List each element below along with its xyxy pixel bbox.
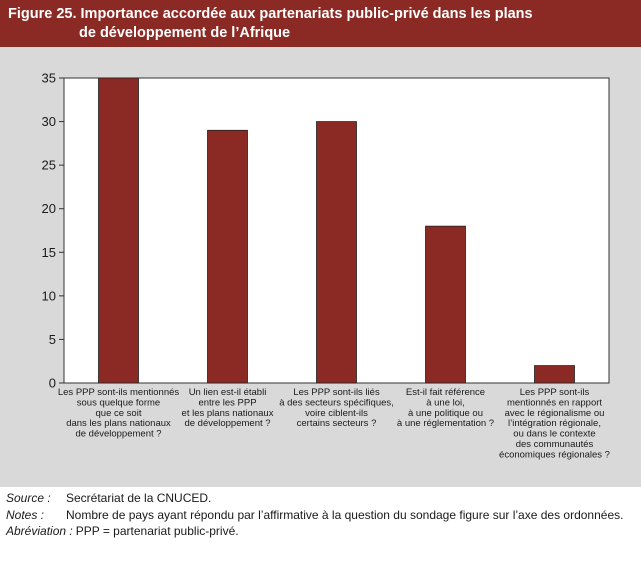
x-category-label-line: de développement ?	[184, 418, 270, 429]
y-tick-label: 10	[42, 288, 56, 303]
x-category-label-line: que ce soit	[96, 408, 142, 419]
x-category-label-line: certains secteurs ?	[297, 418, 377, 429]
x-category-label-line: et les plans nationaux	[182, 408, 274, 419]
y-tick-label: 25	[42, 158, 56, 173]
x-category-label: Les PPP sont-ils liés à des secteurs spéc…	[279, 387, 394, 429]
notes-text: Nombre de pays ayant répondu par l’affir…	[66, 507, 624, 522]
bar-chart: 0 5 10 15 20 25 30 35 Les PPP sont-ils mentionné…	[42, 71, 610, 461]
bar	[534, 365, 575, 384]
source-label: Source :	[6, 491, 51, 505]
x-category-label-line: dans les plans nationaux	[66, 418, 171, 429]
x-category-label-line: Les PPP sont-ils liés	[293, 387, 380, 398]
x-category-label-line: de développement ?	[75, 429, 161, 440]
x-category-label-line: avec le régionalisme ou	[505, 408, 605, 419]
x-category-label-line: à une politique ou	[408, 408, 483, 419]
x-category-label-line: économiques régionales ?	[499, 449, 610, 460]
y-tick-label: 20	[42, 201, 56, 216]
x-category-label: Les PPP sont-ils mentionnés sous quelque …	[58, 387, 180, 440]
figure-notes: Source : Secrétariat de la CNUCED. Notes…	[6, 490, 623, 540]
source-text: Secrétariat de la CNUCED.	[66, 491, 212, 505]
x-category-label-line: mentionnés en rapport	[507, 397, 602, 408]
x-category-label-line: Un lien est-il établi	[189, 387, 267, 398]
x-category-label-line: à des secteurs spécifiques,	[279, 397, 394, 408]
y-tick-label: 0	[49, 376, 56, 391]
bar	[425, 225, 466, 384]
y-tick-label: 5	[49, 332, 56, 347]
x-category-label-line: l’intégration régionale,	[508, 418, 601, 429]
x-category-label-line: Est-il fait référence	[406, 387, 485, 398]
source-row: Source : Secrétariat de la CNUCED.	[6, 490, 239, 507]
y-tick-label: 30	[42, 114, 56, 129]
x-category-label-line: voire ciblent-ils	[305, 408, 368, 419]
bar	[316, 121, 357, 384]
figure-title-line-2: de développement de l’Afrique	[79, 25, 291, 41]
chart-panel: 0 5 10 15 20 25 30 35 Les PPP sont-ils mentionné…	[0, 47, 641, 487]
y-tick-label: 15	[42, 245, 56, 260]
x-category-label-line: entre les PPP	[198, 397, 256, 408]
figure-title-line-1: Figure 25. Importance accordée aux parte…	[8, 6, 533, 22]
figure-title-banner: Figure 25. Importance accordée aux parte…	[0, 0, 641, 47]
x-category-label-line: sous quelque forme	[77, 397, 160, 408]
x-category-label: Est-il fait référence à une loi, à une pol…	[397, 387, 494, 429]
notes-row: Notes : Nombre de pays ayant répondu par…	[6, 507, 623, 524]
x-category-label-line: à une loi,	[426, 397, 465, 408]
x-category-label-line: Les PPP sont-ils mentionnés	[58, 387, 180, 398]
x-category-label: Les PPP sont-ils mentionnés en rapport ave…	[499, 387, 610, 460]
x-category-label-line: ou dans le contexte	[513, 429, 595, 440]
x-category-label-line: Les PPP sont-ils	[520, 387, 590, 398]
x-category-label-line: des communautés	[516, 439, 594, 450]
y-tick-label: 35	[42, 71, 56, 86]
abbreviation-label: Abréviation :	[6, 524, 73, 538]
abbreviation-text: PPP = partenariat public-privé.	[75, 524, 239, 538]
bar	[98, 77, 139, 384]
notes-label: Notes :	[6, 507, 45, 522]
x-category-label-line: à une réglementation ?	[397, 418, 494, 429]
x-category-label: Un lien est-il établi entre les PPP et les…	[182, 387, 274, 429]
bar	[207, 129, 248, 384]
abbreviation-row: Abréviation : PPP = partenariat public-pr…	[6, 523, 239, 540]
